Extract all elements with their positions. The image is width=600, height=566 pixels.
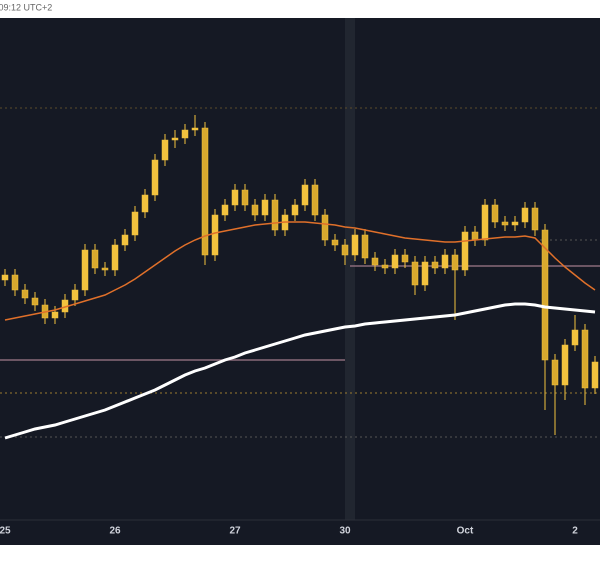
candle-body [571,329,579,346]
candle-body [501,221,509,226]
x-tick-label: 2 [572,526,578,537]
candle-body [131,211,139,236]
candle-body [151,159,159,196]
candle-body [471,231,479,241]
candle-body [121,234,129,246]
candle-body [491,204,499,223]
candle-body [171,137,179,141]
candle-body [51,311,59,319]
candle-body [461,231,469,271]
candle-body [421,261,429,286]
candle-body [521,207,529,223]
candle-body [321,214,329,241]
candle-body [301,184,309,206]
candle-body [201,127,209,256]
candle-body [591,361,599,389]
session-separator [345,18,355,520]
candle-body [481,204,489,241]
candle-body [431,261,439,269]
candle-body [1,274,9,281]
candle-body [341,244,349,256]
candle-body [111,244,119,271]
candle-body [31,297,39,306]
candle-body [541,229,549,361]
candle-body [21,289,29,299]
candle-body [581,329,589,389]
candle-body [191,127,199,131]
candle-body [211,214,219,256]
candle-body [361,234,369,259]
moving-average [4,302,596,440]
candle-body [291,204,299,216]
candle-body [221,204,229,216]
plot: 25 26 27 30 Oct 2 [0,115,599,537]
x-tick-label: 26 [109,526,121,537]
candle-body [251,204,259,216]
candle-body [441,254,449,269]
candle-body [511,221,519,226]
candle-body [141,194,149,213]
x-tick-label: Oct [457,526,474,537]
candle-body [401,254,409,263]
candle-body [371,257,379,266]
x-tick-label: 25 [0,526,11,537]
candle-body [11,274,19,291]
x-tick-label: 30 [339,526,351,537]
chart-background [0,18,600,545]
candle-body [351,234,359,256]
candle-body [411,261,419,286]
candle-body [101,267,109,271]
candle-body [91,249,99,269]
candle-body [81,249,89,291]
candle-body [261,199,269,216]
candle-body [551,359,559,386]
candle-body [71,289,79,301]
candle-body [391,254,399,269]
header-text: 24 09:12 UTC+2 [0,2,52,12]
candle-body [231,189,239,206]
moving-average [4,221,596,321]
candle-body [311,184,319,216]
x-tick-label: 27 [229,526,241,537]
candle-body [331,239,339,246]
candle-body [181,129,189,139]
candle-body [271,199,279,231]
candle-body [451,254,459,271]
candle-body [531,207,539,231]
candle-body [241,189,249,206]
candle-body [381,264,389,269]
candle-body [561,344,569,386]
candle-body [161,139,169,161]
